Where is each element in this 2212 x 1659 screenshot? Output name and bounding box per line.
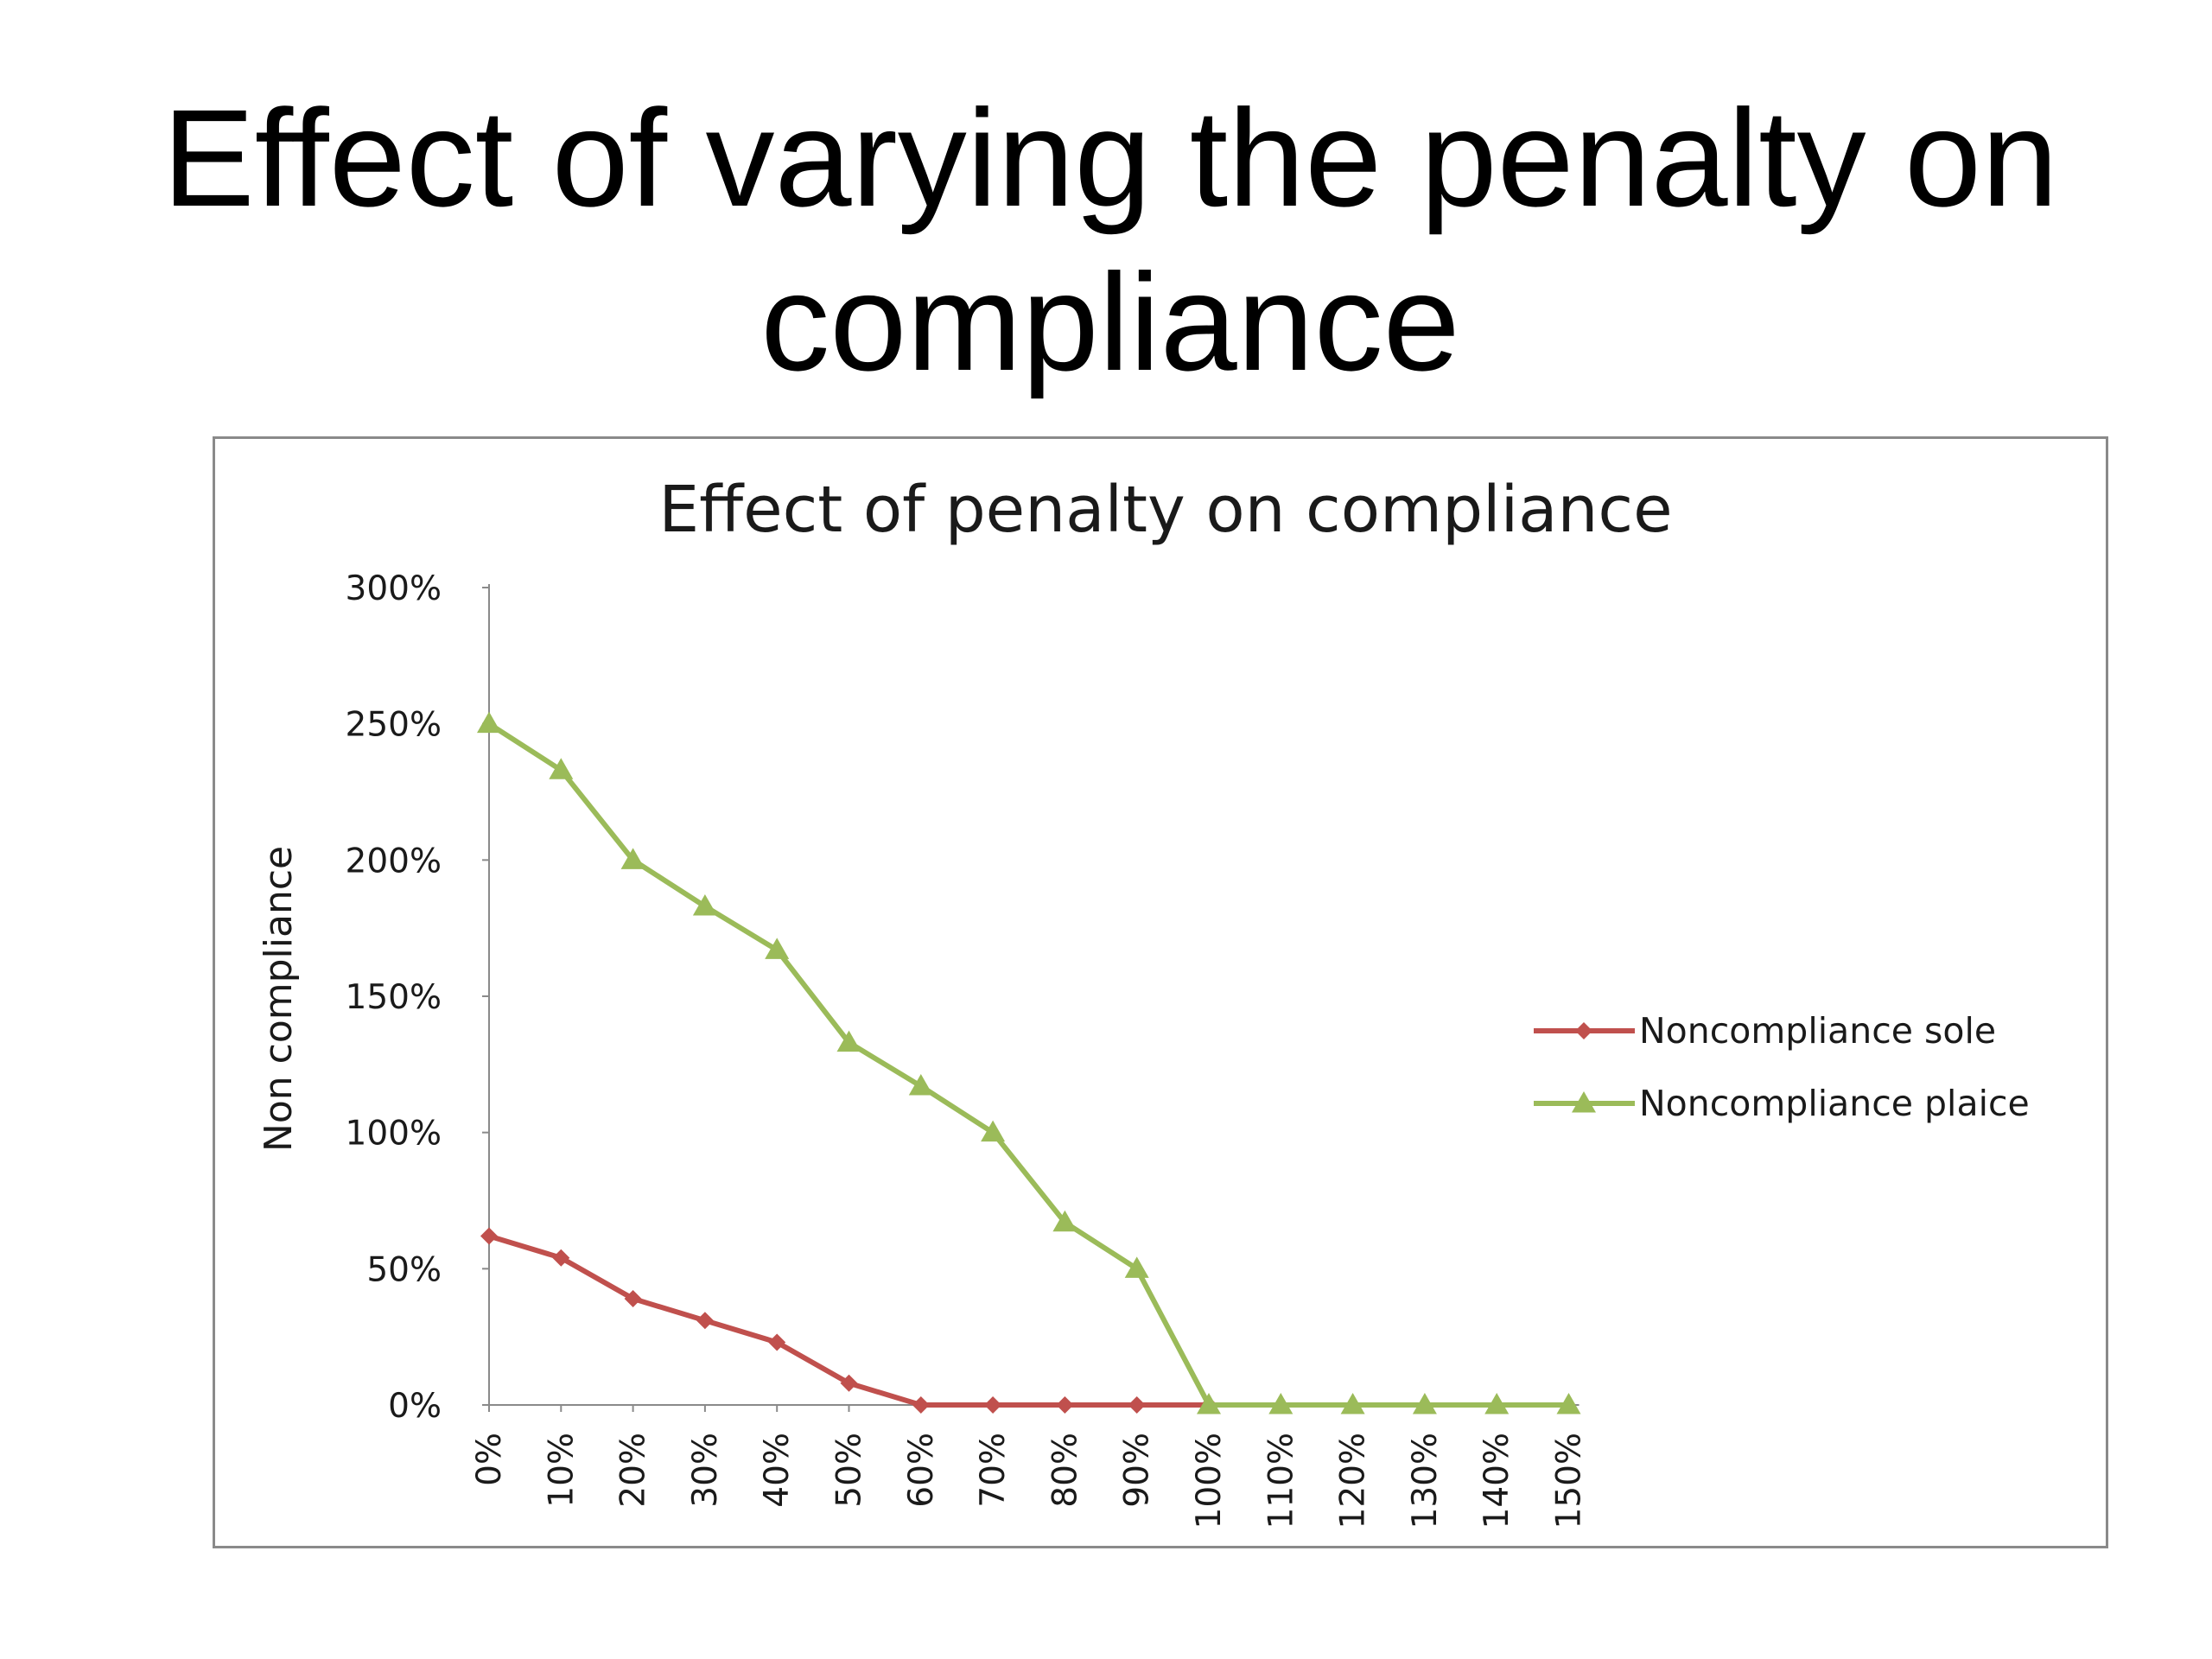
axes: 0% 50% 100% 150% 200% 250% 300% 0% 10% 20% 30% 40% 5… xyxy=(346,569,1589,1529)
data-point-triangle xyxy=(692,893,717,916)
x-tick-label: 40% xyxy=(758,1433,797,1508)
y-tick-label: 50% xyxy=(366,1250,442,1289)
data-point-triangle xyxy=(1412,1393,1437,1414)
chart-title: Effect of penalty on compliance xyxy=(658,473,1672,547)
data-point-triangle xyxy=(549,758,574,779)
x-tick-label: 140% xyxy=(1478,1433,1516,1529)
data-point-triangle xyxy=(1124,1256,1149,1278)
y-tick-label: 100% xyxy=(346,1115,442,1154)
data-point-triangle xyxy=(1268,1393,1294,1414)
x-tick-label: 70% xyxy=(974,1433,1013,1508)
data-point-diamond xyxy=(552,1249,570,1267)
slide-title-line1: Effect of varying the penalty on xyxy=(162,80,2058,235)
data-point-triangle xyxy=(1484,1393,1510,1414)
x-tick-label: 90% xyxy=(1118,1433,1157,1508)
data-point-triangle xyxy=(620,848,645,869)
data-point-diamond xyxy=(1056,1396,1074,1414)
data-point-diamond xyxy=(480,1227,498,1245)
x-tick-label: 30% xyxy=(686,1433,725,1508)
data-point-triangle xyxy=(836,1030,861,1052)
data-point-diamond xyxy=(1575,1022,1592,1039)
slide-title: Effect of varying the penalty on complia… xyxy=(0,76,2212,404)
x-tick-label: 100% xyxy=(1190,1433,1229,1529)
x-tick-label: 0% xyxy=(470,1433,509,1486)
y-tick-label: 250% xyxy=(346,706,442,745)
legend-label: Noncompliance plaice xyxy=(1639,1083,2030,1124)
x-tick-label: 20% xyxy=(614,1433,653,1508)
legend-item: Noncompliance sole xyxy=(1534,1010,1996,1052)
legend-label: Noncompliance sole xyxy=(1639,1010,1996,1052)
x-tick-label: 110% xyxy=(1262,1433,1300,1529)
data-point-diamond xyxy=(1128,1396,1146,1414)
x-tick-label: 60% xyxy=(902,1433,941,1508)
y-tick-label: 300% xyxy=(346,569,442,608)
slide-title-line2: compliance xyxy=(760,245,1460,399)
data-point-triangle xyxy=(1340,1393,1365,1414)
plot-area xyxy=(477,711,1581,1414)
legend: Noncompliance sole Noncompliance plaice xyxy=(1534,1010,2030,1124)
y-tick-label: 0% xyxy=(388,1387,442,1426)
x-tick-label: 10% xyxy=(542,1433,581,1508)
x-tick-label: 150% xyxy=(1550,1433,1589,1529)
data-point-triangle xyxy=(908,1074,933,1096)
data-point-diamond xyxy=(912,1396,930,1414)
data-point-diamond xyxy=(840,1374,858,1392)
chart-frame: Effect of penalty on compliance Non comp… xyxy=(213,436,2108,1548)
data-point-diamond xyxy=(696,1312,714,1330)
y-axis-label: Non compliance xyxy=(257,846,301,1152)
legend-item: Noncompliance plaice xyxy=(1534,1083,2030,1124)
data-point-diamond xyxy=(624,1290,642,1308)
series-line xyxy=(486,721,1572,1408)
y-tick-label: 150% xyxy=(346,978,442,1017)
data-point-diamond xyxy=(768,1333,786,1351)
series-plaice xyxy=(477,711,1581,1414)
x-tick-label: 120% xyxy=(1334,1433,1373,1529)
data-point-triangle xyxy=(981,1120,1006,1142)
data-point-triangle xyxy=(1197,1393,1221,1414)
x-tick-label: 130% xyxy=(1406,1433,1445,1529)
data-point-triangle xyxy=(765,938,790,959)
data-point-triangle xyxy=(1572,1091,1596,1113)
line-chart: Effect of penalty on compliance Non comp… xyxy=(257,473,2030,1529)
y-tick-label: 200% xyxy=(346,842,442,880)
series-sole xyxy=(480,1227,1217,1414)
data-point-diamond xyxy=(984,1396,1002,1414)
data-point-triangle xyxy=(1052,1210,1077,1232)
x-tick-label: 80% xyxy=(1046,1433,1084,1508)
data-point-triangle xyxy=(477,711,501,734)
data-point-triangle xyxy=(1556,1393,1581,1414)
x-tick-label: 50% xyxy=(830,1433,869,1508)
